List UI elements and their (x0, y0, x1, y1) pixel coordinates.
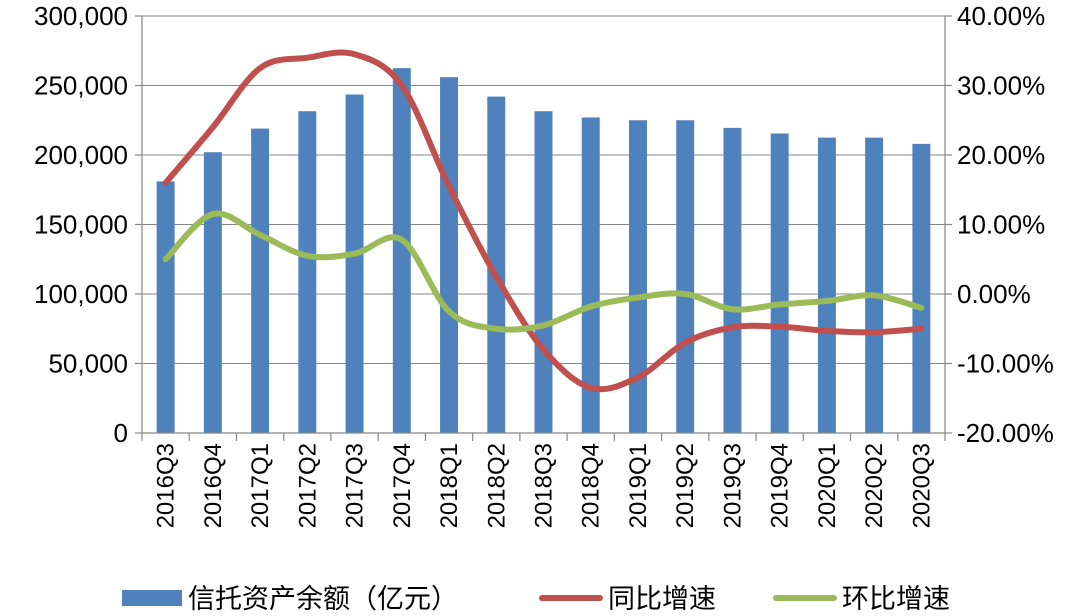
bar (298, 111, 317, 433)
category-label: 2019Q2 (672, 443, 699, 528)
left-tick-label: 250,000 (34, 71, 128, 101)
right-tick-label: 40.00% (957, 1, 1045, 31)
category-label: 2017Q2 (294, 443, 321, 528)
yoy-growth-line (162, 49, 925, 393)
x-axis-tick-labels: 2016Q3 2016Q4 2017Q1 2017Q2 2017Q3 2017Q4 2018… (153, 443, 936, 528)
category-label: 2016Q4 (200, 443, 227, 528)
bar (487, 96, 506, 434)
category-label: 2019Q3 (719, 443, 746, 528)
legend-qoq-label: 环比增速 (842, 584, 950, 615)
right-tick-label: 20.00% (957, 140, 1045, 170)
left-tick-label: 100,000 (34, 279, 128, 309)
bar (534, 111, 553, 433)
bar (581, 117, 600, 433)
legend-bar-label: 信托资产余额（亿元） (188, 584, 458, 615)
left-tick-label: 150,000 (34, 210, 128, 240)
right-tick-label: -20.00% (957, 418, 1054, 448)
bar (770, 133, 789, 433)
bar-series (156, 68, 931, 434)
bar (723, 127, 742, 434)
category-label: 2020Q2 (861, 443, 888, 528)
category-label: 2016Q3 (153, 443, 180, 528)
bar (203, 152, 222, 433)
legend-bar-swatch (122, 590, 182, 606)
bar (345, 94, 364, 433)
category-label: 2018Q1 (436, 443, 463, 528)
category-label: 2020Q1 (814, 443, 841, 528)
category-label: 2017Q3 (342, 443, 369, 528)
qoq-growth-line (162, 210, 925, 333)
bar (392, 68, 411, 433)
left-axis-tick-labels: 0 50,000 100,000 150,000 200,000 250,000 300,0… (34, 1, 128, 448)
category-label: 2019Q1 (625, 443, 652, 528)
bar (865, 137, 884, 433)
category-label: 2018Q2 (483, 443, 510, 528)
category-label: 2018Q4 (578, 443, 605, 528)
left-tick-label: 300,000 (34, 1, 128, 31)
bar (676, 120, 695, 433)
left-tick-label: 50,000 (48, 349, 128, 379)
right-tick-label: 10.00% (957, 210, 1045, 240)
bar (156, 181, 175, 433)
left-tick-label: 200,000 (34, 140, 128, 170)
right-axis-tick-labels: -20.00% -10.00% 0.00% 10.00% 20.00% 30.00% 40.… (957, 1, 1054, 448)
right-tick-label: -10.00% (957, 349, 1054, 379)
legend: 信托资产余额（亿元） 同比增速 环比增速 (122, 584, 950, 615)
category-label: 2018Q3 (531, 443, 558, 528)
legend-yoy-label: 同比增速 (608, 584, 716, 615)
bar (628, 120, 647, 433)
right-tick-label: 30.00% (957, 71, 1045, 101)
axes (135, 15, 952, 441)
bar (817, 137, 836, 433)
category-label: 2019Q4 (767, 443, 794, 528)
bar (440, 77, 459, 433)
left-tick-label: 0 (114, 418, 128, 448)
category-label: 2017Q4 (389, 443, 416, 528)
category-label: 2017Q1 (247, 443, 274, 528)
bar (912, 143, 931, 433)
bar (251, 128, 270, 433)
line-series (162, 49, 925, 393)
right-tick-label: 0.00% (957, 279, 1031, 309)
category-label: 2020Q3 (908, 443, 935, 528)
